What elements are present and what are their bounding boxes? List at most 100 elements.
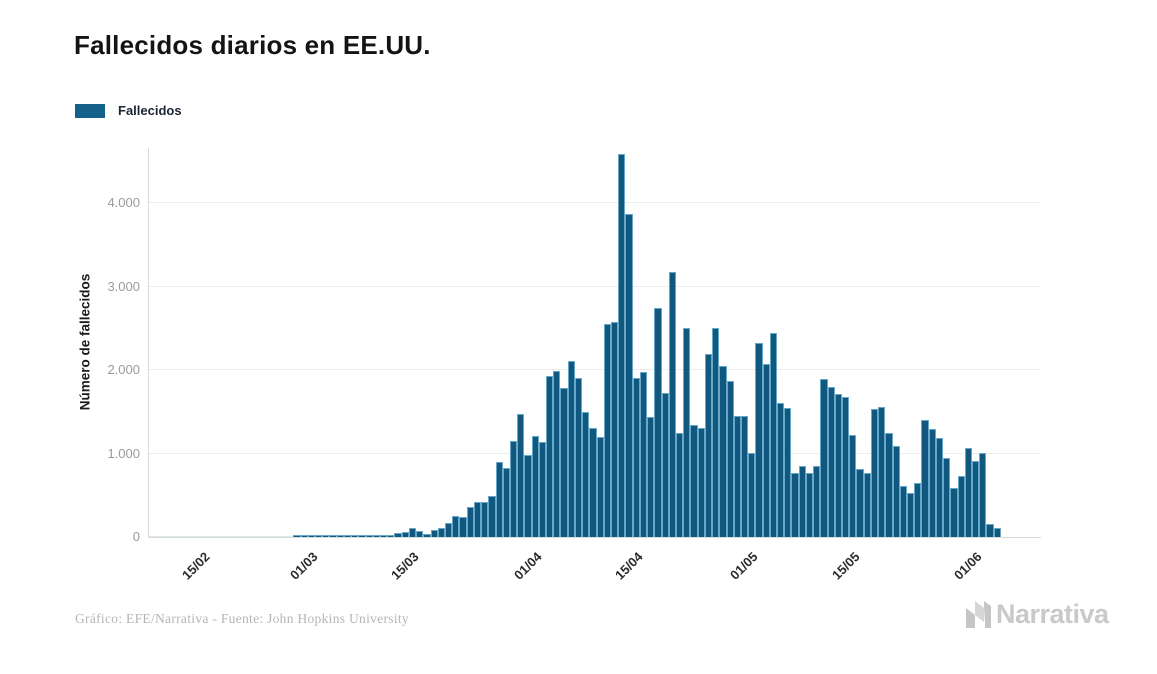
bar: [914, 483, 922, 537]
bar: [986, 524, 994, 537]
bar: [502, 468, 510, 537]
bar: [892, 446, 900, 537]
bar: [769, 333, 778, 537]
bar: [762, 364, 770, 537]
narrativa-logo-icon: [966, 601, 991, 628]
narrativa-logo: Narrativa: [963, 599, 1109, 630]
bar: [524, 455, 532, 537]
bar: [206, 536, 214, 537]
bar: [286, 536, 294, 537]
x-tick-label: 15/05: [828, 549, 863, 583]
bar: [668, 272, 676, 537]
bar: [748, 453, 756, 537]
bar: [517, 414, 525, 537]
bar: [242, 536, 251, 537]
bar: [697, 428, 705, 537]
bar: [257, 536, 265, 537]
bar: [574, 378, 583, 537]
bar: [278, 536, 287, 537]
bar: [957, 476, 965, 537]
bar: [820, 379, 828, 537]
bar: [235, 536, 243, 537]
bar: [798, 466, 806, 537]
bar: [177, 536, 186, 537]
chart-title: Fallecidos diarios en EE.UU.: [74, 30, 431, 60]
bar: [567, 361, 575, 537]
bar: [481, 502, 489, 537]
bar: [870, 409, 879, 537]
bar: [993, 528, 1001, 537]
bar: [906, 493, 915, 537]
bar: [221, 536, 229, 537]
bar: [372, 535, 380, 537]
x-tick-label: 01/03: [287, 549, 321, 583]
bar: [943, 458, 951, 537]
bar: [704, 354, 713, 537]
bar: [661, 393, 669, 537]
bar: [675, 433, 684, 537]
bar: [213, 536, 222, 537]
legend: Fallecidos: [75, 103, 182, 118]
plot-area: [148, 148, 1041, 538]
x-tick-label: 01/05: [727, 549, 762, 583]
y-tick-label: 0: [132, 529, 140, 544]
bar: [740, 416, 749, 537]
bar: [733, 416, 741, 537]
bar: [459, 517, 467, 537]
bar: [726, 381, 734, 537]
bar: [452, 516, 460, 537]
bar: [394, 533, 402, 537]
bar: [921, 420, 929, 537]
bar: [971, 461, 980, 537]
bar: [878, 407, 886, 537]
bar: [950, 488, 958, 537]
bar: [293, 535, 301, 537]
bar: [654, 308, 662, 537]
bar: [647, 417, 655, 537]
bar: [589, 428, 597, 537]
x-tick-label: 15/02: [178, 549, 213, 583]
bar: [416, 531, 424, 537]
bar: [805, 473, 814, 537]
bar: [582, 412, 590, 537]
bar: [834, 394, 842, 537]
bar: [603, 324, 611, 537]
bar: [553, 371, 561, 537]
bar: [719, 366, 727, 537]
x-tick-label: 01/06: [951, 549, 985, 583]
bar: [387, 535, 395, 537]
bar: [618, 154, 626, 537]
bar: [509, 441, 518, 537]
bar: [827, 387, 835, 537]
bar: [885, 433, 893, 537]
bar: [791, 473, 799, 537]
bar: [430, 530, 438, 537]
bar: [401, 532, 409, 537]
bar: [495, 462, 503, 537]
gridline: [149, 285, 1041, 287]
bar: [632, 378, 640, 537]
bar: [351, 535, 359, 537]
bar: [199, 536, 207, 537]
bar: [466, 507, 474, 537]
bar: [611, 322, 619, 537]
bar: [380, 535, 388, 537]
bar: [192, 536, 200, 537]
x-tick-label: 15/03: [388, 549, 422, 583]
bar: [444, 523, 453, 537]
bar: [408, 528, 417, 537]
legend-label: Fallecidos: [118, 103, 182, 118]
bar: [473, 502, 482, 537]
bar: [336, 535, 344, 537]
bar: [322, 535, 330, 537]
bar: [560, 388, 568, 537]
bar: [979, 453, 987, 537]
legend-swatch: [75, 103, 105, 118]
bar: [250, 536, 258, 537]
y-tick-label: 3.000: [107, 278, 140, 294]
bar: [423, 534, 431, 537]
bar: [149, 536, 157, 537]
bar: [964, 448, 972, 537]
bar: [315, 535, 323, 537]
